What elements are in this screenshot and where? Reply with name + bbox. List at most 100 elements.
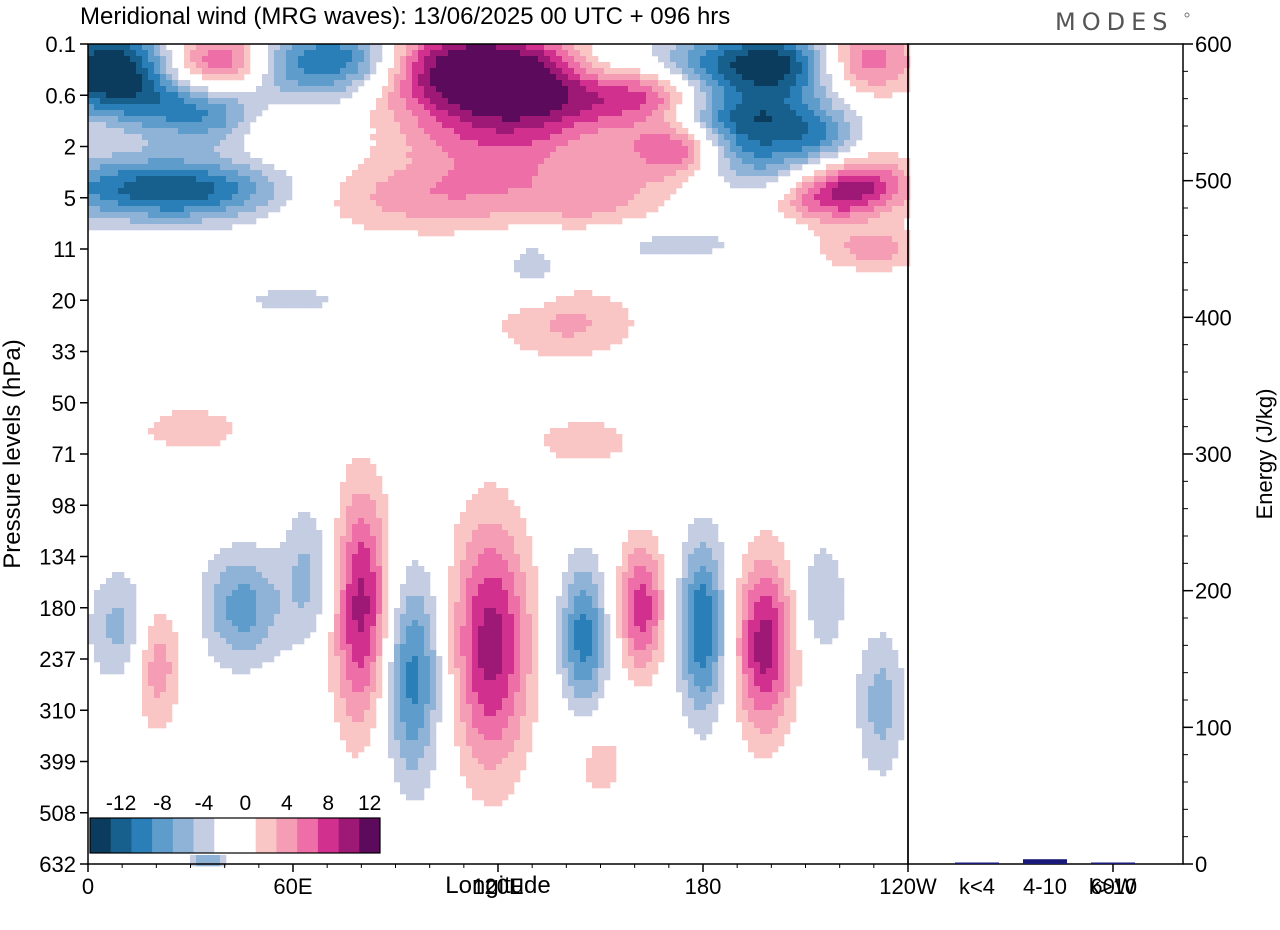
field-cell (820, 200, 827, 207)
field-cell (556, 338, 563, 345)
field-cell (388, 134, 395, 141)
field-cell (472, 206, 479, 213)
field-cell (766, 536, 773, 543)
field-cell (148, 110, 155, 117)
field-cell (244, 152, 251, 159)
field-cell (802, 68, 809, 75)
field-cell (130, 188, 137, 195)
field-cell (238, 104, 245, 111)
field-cell (322, 86, 329, 93)
field-cell (202, 50, 209, 57)
field-cell (262, 572, 269, 579)
field-cell (412, 44, 419, 51)
field-cell (88, 206, 95, 213)
field-cell (754, 590, 761, 597)
field-cell (436, 50, 443, 57)
field-cell (352, 554, 359, 561)
field-cell (250, 158, 257, 165)
field-cell (772, 56, 779, 63)
field-cell (166, 122, 173, 129)
field-cell (532, 320, 539, 327)
field-cell (676, 152, 683, 159)
field-cell (526, 266, 533, 273)
field-cell (454, 146, 461, 153)
field-cell (718, 584, 725, 591)
field-cell (832, 566, 839, 573)
field-cell (490, 44, 497, 51)
field-cell (268, 572, 275, 579)
field-cell (382, 494, 389, 501)
field-cell (532, 44, 539, 51)
field-cell (160, 182, 167, 189)
field-cell (544, 350, 551, 357)
field-cell (376, 170, 383, 177)
field-cell (598, 314, 605, 321)
field-cell (556, 452, 563, 459)
field-cell (148, 86, 155, 93)
field-cell (652, 50, 659, 57)
field-cell (88, 116, 95, 123)
field-cell (280, 560, 287, 567)
field-cell (292, 62, 299, 69)
field-cell (682, 68, 689, 75)
field-cell (790, 188, 797, 195)
field-cell (676, 128, 683, 135)
field-cell (400, 170, 407, 177)
field-cell (688, 56, 695, 63)
field-cell (868, 254, 875, 261)
field-cell (154, 170, 161, 177)
field-cell (214, 218, 221, 225)
field-cell (790, 152, 797, 159)
field-cell (748, 146, 755, 153)
field-cell (244, 194, 251, 201)
field-cell (700, 56, 707, 63)
field-cell (322, 50, 329, 57)
field-cell (616, 158, 623, 165)
field-cell (94, 194, 101, 201)
field-cell (808, 86, 815, 93)
field-cell (352, 590, 359, 597)
field-cell (832, 242, 839, 249)
field-cell (514, 332, 521, 339)
field-cell (220, 428, 227, 435)
field-cell (568, 176, 575, 183)
field-cell (622, 80, 629, 87)
field-cell (274, 86, 281, 93)
field-cell (532, 254, 539, 261)
field-cell (658, 140, 665, 147)
field-cell (670, 176, 677, 183)
field-cell (634, 200, 641, 207)
field-cell (616, 212, 623, 219)
field-cell (286, 596, 293, 603)
field-cell (466, 566, 473, 573)
field-cell (808, 590, 815, 597)
field-cell (670, 146, 677, 153)
field-cell (406, 572, 413, 579)
field-cell (436, 92, 443, 99)
field-cell (592, 164, 599, 171)
field-cell (346, 182, 353, 189)
field-cell (178, 134, 185, 141)
field-cell (568, 98, 575, 105)
field-cell (688, 536, 695, 543)
field-cell (586, 116, 593, 123)
field-cell (292, 530, 299, 537)
field-cell (202, 140, 209, 147)
field-cell (514, 326, 521, 333)
field-cell (898, 86, 905, 93)
field-cell (502, 320, 509, 327)
field-cell (904, 170, 911, 177)
field-cell (226, 140, 233, 147)
field-cell (568, 584, 575, 591)
field-cell (334, 578, 341, 585)
field-cell (424, 590, 431, 597)
field-cell (736, 44, 743, 51)
field-cell (352, 44, 359, 51)
field-cell (586, 578, 593, 585)
field-cell (154, 44, 161, 51)
field-cell (220, 128, 227, 135)
field-cell (604, 176, 611, 183)
field-cell (544, 110, 551, 117)
field-cell (868, 176, 875, 183)
field-cell (430, 602, 437, 609)
